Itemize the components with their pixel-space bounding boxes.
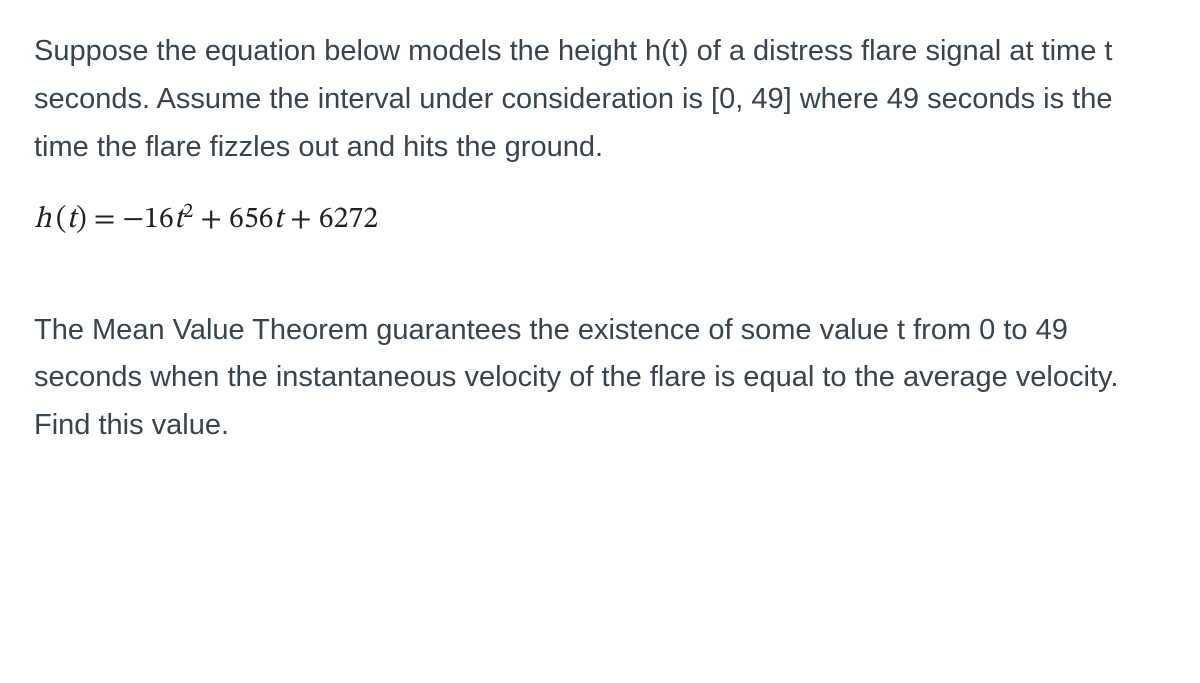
eq-const: 6272 (319, 205, 378, 235)
eq-lhs-var: t (67, 205, 76, 235)
eq-exp-t2: 2 (183, 201, 193, 222)
problem-container: Suppose the equation below models the he… (0, 0, 1200, 504)
equation: h(t) = −16t2 + 656t + 6272 (34, 198, 1166, 239)
problem-paragraph-2: The Mean Value Theorem guarantees the ex… (34, 307, 1166, 451)
eq-lhs-fn: h (34, 205, 51, 235)
eq-coef-t2: −16 (122, 205, 173, 235)
eq-var-t2: t (174, 205, 183, 235)
problem-paragraph-1: Suppose the equation below models the he… (34, 28, 1166, 172)
eq-var-t1: t (274, 205, 283, 235)
eq-coef-t1: 656 (229, 205, 274, 235)
